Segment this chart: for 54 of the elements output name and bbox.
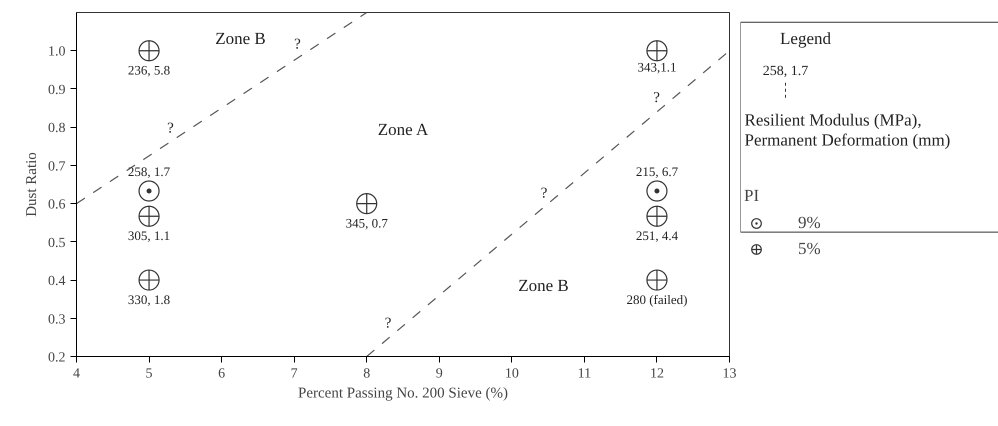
point xyxy=(646,269,668,291)
x-tick-label: 8 xyxy=(363,366,370,382)
x-tick-label: 4 xyxy=(73,366,80,382)
y-tick-label: 0.4 xyxy=(48,274,66,290)
text: Resilient Modulus (MPa), xyxy=(744,110,922,130)
y-tick-label: 0.6 xyxy=(48,198,66,213)
annotation: ? xyxy=(653,90,660,106)
point xyxy=(138,206,160,227)
point xyxy=(138,180,160,202)
x-tick-label: 11 xyxy=(578,366,592,382)
x-tick-label: 6 xyxy=(218,366,226,382)
annotation: ? xyxy=(167,120,174,137)
point xyxy=(138,40,160,62)
annotation: 215, 6.7 xyxy=(636,164,679,179)
x-tick-label: 7 xyxy=(290,366,298,382)
annotation: Zone A xyxy=(378,120,430,139)
annotation: 330, 1.8 xyxy=(128,292,170,308)
y-tick-label: 0.3 xyxy=(48,312,66,328)
y-axis-title: Dust Ratio xyxy=(24,152,40,217)
x-tick-label: 10 xyxy=(504,366,519,382)
y-tick-label: 0.8 xyxy=(48,121,66,136)
point xyxy=(356,193,378,214)
x-tick-label: 9 xyxy=(436,366,443,382)
legend-title: PI xyxy=(744,186,760,206)
annotation: ? xyxy=(294,36,302,53)
annotation: Zone B xyxy=(215,29,266,48)
y-tick-label: 1.0 xyxy=(48,44,66,60)
x-axis-title: Percent Passing No. 200 Sieve (%) xyxy=(298,386,508,402)
annotation: ? xyxy=(540,186,548,202)
point xyxy=(138,269,160,291)
y-tick-label: 0.2 xyxy=(48,350,66,366)
point xyxy=(646,206,668,227)
point xyxy=(646,40,668,62)
legend-label: 5% xyxy=(798,239,821,259)
annotation: 251, 4.4 xyxy=(636,228,679,244)
y-tick-label: 0.9 xyxy=(48,82,66,98)
annotation: 258, 1.7 xyxy=(128,164,171,179)
annotation: 343,1.1 xyxy=(637,60,676,75)
annotation: ? xyxy=(384,316,392,332)
x-tick-label: 13 xyxy=(722,366,736,382)
annotation: Zone B xyxy=(518,276,569,295)
x-tick-label: 5 xyxy=(146,366,153,382)
annotation: 280 (failed) xyxy=(626,292,688,308)
legend-label: 9% xyxy=(798,213,821,233)
annotation: 305, 1.1 xyxy=(128,228,170,244)
y-tick-label: 0.5 xyxy=(48,236,66,251)
text: Legend xyxy=(780,28,832,48)
annotation: 345, 0.7 xyxy=(346,216,388,231)
y-tick-label: 0.7 xyxy=(48,159,66,174)
point xyxy=(646,180,668,202)
x-tick-label: 12 xyxy=(650,366,664,382)
annotation: 236, 5.8 xyxy=(128,62,170,78)
text: 258, 1.7 xyxy=(762,64,808,79)
text: Permanent Deformation (mm) xyxy=(744,130,950,150)
